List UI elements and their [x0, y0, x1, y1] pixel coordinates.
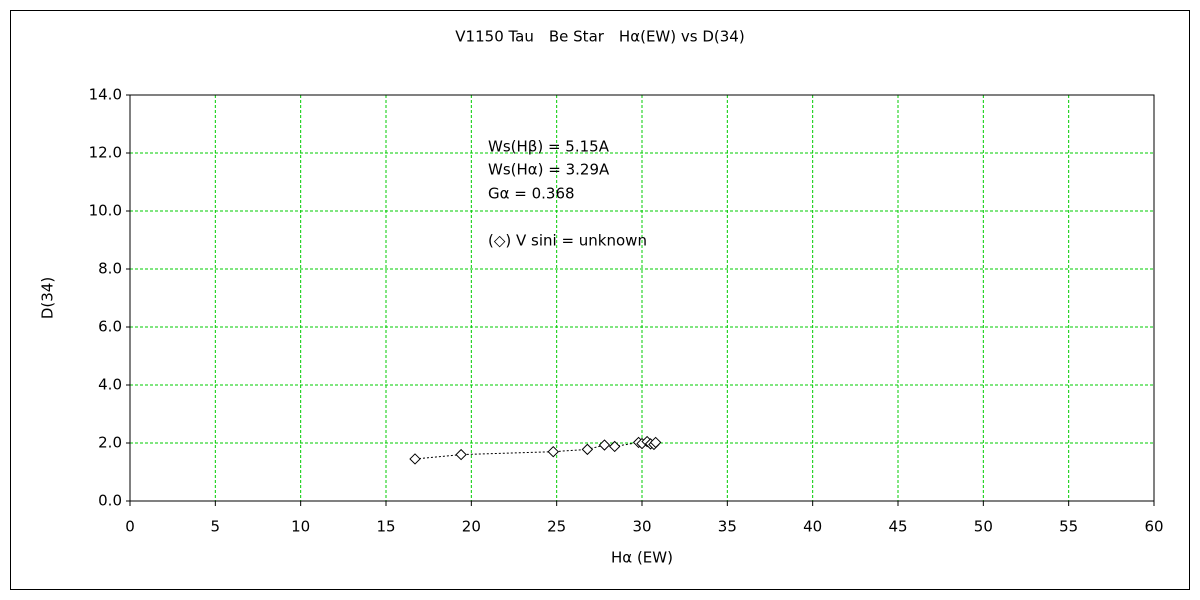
x-tick-label: 25 [547, 518, 566, 536]
x-tick-label: 55 [1059, 518, 1078, 536]
chart-title: V1150 Tau Be Star Hα(EW) vs D(34) [455, 28, 744, 46]
y-tick-label: 0.0 [98, 492, 122, 510]
x-tick-label: 15 [376, 518, 395, 536]
x-tick-label: 50 [974, 518, 993, 536]
plot-area [129, 94, 1155, 502]
x-tick-label: 10 [291, 518, 310, 536]
point [581, 443, 594, 456]
x-tick-label: 20 [462, 518, 481, 536]
y-tick-label: 14.0 [89, 86, 122, 104]
x-tick-label: 60 [1144, 518, 1163, 536]
chart-border [10, 10, 1190, 590]
point [608, 440, 621, 453]
point [547, 445, 559, 458]
y-tick-label: 4.0 [98, 376, 122, 394]
y-tick-label: 12.0 [89, 144, 122, 162]
x-tick-label: 0 [125, 518, 135, 536]
series-line [414, 440, 657, 460]
annotation: Ws(Hα) = 3.29A [488, 161, 610, 179]
x-tick-label: 30 [632, 518, 651, 536]
y-tick-label: 8.0 [98, 260, 122, 278]
y-tick-label: 10.0 [89, 202, 122, 220]
x-tick-label: 40 [803, 518, 822, 536]
annotation: Gα = 0.368 [488, 185, 575, 203]
y-tick-label: 2.0 [98, 434, 122, 452]
point [649, 436, 662, 449]
point [455, 448, 467, 461]
point [598, 439, 611, 451]
x-axis-label: Hα (EW) [611, 549, 673, 567]
y-tick-label: 6.0 [98, 318, 122, 336]
x-tick-label: 35 [718, 518, 737, 536]
y-axis-label: D(34) [39, 277, 57, 319]
point [409, 453, 421, 465]
annotation: Ws(Hβ) = 5.15A [488, 138, 610, 156]
x-tick-label: 45 [888, 518, 907, 536]
annotation: (◇) V sini = unknown [488, 232, 647, 250]
x-tick-label: 5 [211, 518, 221, 536]
